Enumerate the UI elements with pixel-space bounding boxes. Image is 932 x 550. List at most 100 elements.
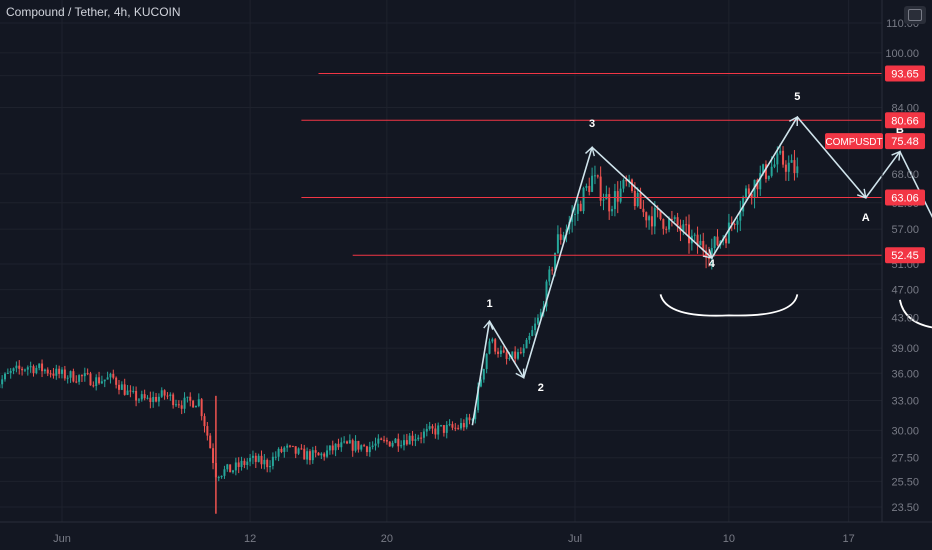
candle-body	[286, 445, 289, 448]
candle-body	[249, 457, 252, 462]
candle	[232, 469, 234, 474]
candle-body	[605, 194, 608, 200]
candle	[437, 422, 440, 440]
candle-body	[360, 445, 363, 450]
candle-body	[400, 445, 403, 447]
candle-body	[593, 175, 596, 177]
candle	[773, 157, 776, 169]
candle	[303, 444, 306, 460]
candle	[308, 449, 311, 465]
candle-body	[505, 352, 508, 359]
candle-body	[149, 397, 152, 402]
candle-body	[200, 399, 203, 417]
candle-body	[78, 375, 81, 382]
candle	[38, 363, 41, 371]
candle	[286, 443, 289, 452]
candle	[95, 374, 98, 391]
candle	[294, 446, 297, 459]
candle	[337, 438, 340, 450]
candle-body	[100, 381, 103, 384]
candle	[514, 346, 517, 365]
candle-body	[710, 247, 713, 259]
candle	[468, 413, 471, 425]
candle	[593, 165, 596, 185]
candle	[223, 465, 226, 479]
candle	[391, 440, 394, 448]
candle-body	[713, 236, 716, 248]
candle	[103, 379, 106, 388]
candle-body	[177, 404, 180, 406]
candle-body	[337, 443, 340, 448]
candle	[650, 206, 653, 235]
candle	[354, 435, 357, 453]
candle-body	[18, 365, 21, 369]
candle-body	[212, 448, 215, 464]
candle	[203, 413, 206, 433]
candle-body	[115, 377, 118, 385]
candle-body	[519, 352, 522, 354]
candle-body	[539, 312, 542, 318]
candle	[89, 371, 92, 386]
screenshot-button[interactable]	[904, 6, 926, 24]
candle	[283, 446, 286, 458]
price-tick-label: 68.00	[891, 169, 919, 181]
candle	[175, 399, 177, 407]
candle-body	[328, 445, 331, 451]
candle	[394, 437, 397, 444]
candle-body	[254, 455, 257, 462]
candle-body	[41, 363, 44, 372]
candle	[380, 437, 383, 441]
candle-body	[132, 390, 135, 392]
candle	[166, 392, 169, 400]
candle-body	[354, 440, 357, 451]
candle-body	[308, 451, 311, 461]
candle-body	[1, 379, 4, 385]
candle	[397, 433, 400, 452]
candle-body	[408, 435, 411, 445]
candle	[49, 370, 52, 378]
candle-body	[608, 194, 611, 212]
candle	[357, 440, 360, 453]
candle	[422, 428, 425, 444]
horizontal-levels	[301, 72, 882, 256]
candle-body	[460, 423, 462, 429]
candle-body	[346, 441, 348, 444]
candle	[326, 445, 329, 459]
candle-body	[126, 390, 129, 395]
candle-body	[343, 441, 346, 443]
candle	[702, 232, 705, 257]
candle	[12, 367, 15, 375]
candle-body	[58, 368, 61, 374]
candle-body	[611, 209, 614, 212]
candle	[360, 444, 363, 452]
candle-body	[271, 456, 274, 466]
candle	[229, 464, 232, 473]
candle-body	[420, 437, 423, 439]
candle-body	[380, 438, 383, 440]
candle-body	[189, 396, 192, 401]
candle-body	[226, 464, 229, 470]
price-tick-label: 100.00	[885, 48, 919, 60]
candle-body	[175, 404, 177, 406]
candle	[747, 184, 750, 196]
candle-body	[203, 416, 206, 427]
candle-body	[536, 317, 539, 324]
wave-arrowhead	[515, 368, 525, 379]
candle-body	[497, 351, 500, 354]
candle-body	[365, 446, 368, 453]
candle-body	[440, 425, 443, 427]
candle-body	[89, 373, 92, 386]
candle	[189, 392, 192, 407]
candle	[536, 314, 539, 325]
candle-body	[613, 191, 616, 210]
candle-body	[559, 234, 562, 240]
candle-body	[21, 368, 24, 371]
candle-body	[434, 428, 437, 435]
candle	[465, 413, 468, 430]
candle	[169, 392, 172, 401]
candle-body	[531, 330, 534, 336]
candle	[180, 400, 183, 415]
candle-body	[619, 188, 622, 202]
candle	[420, 432, 423, 444]
